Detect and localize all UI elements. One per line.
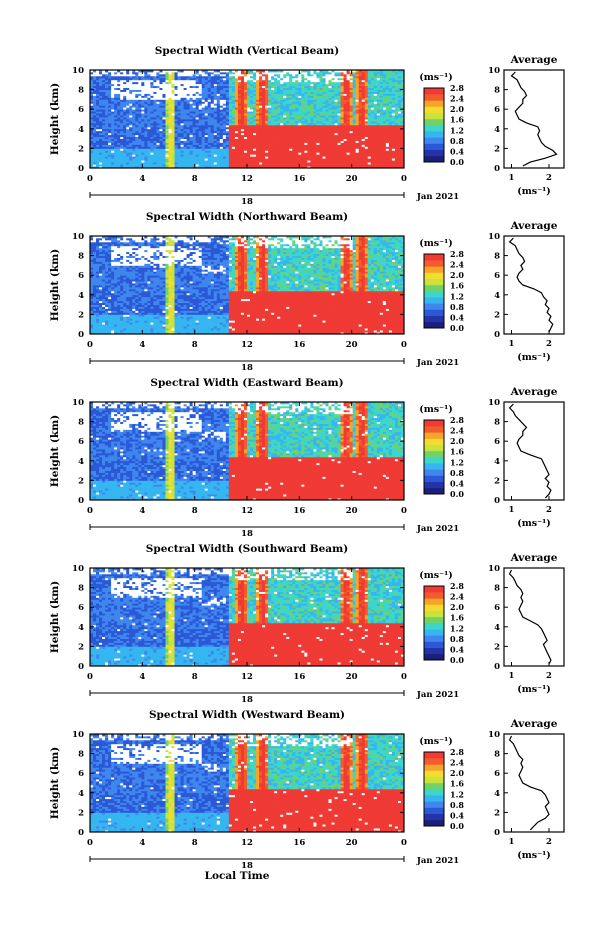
panel-title: Spectral Width (Vertical Beam) (155, 45, 339, 57)
y-axis-label: Height (km) (49, 83, 61, 155)
panel-1: Spectral Width (Vertical Beam) Height (km… (49, 45, 564, 207)
heatmap (90, 70, 404, 168)
